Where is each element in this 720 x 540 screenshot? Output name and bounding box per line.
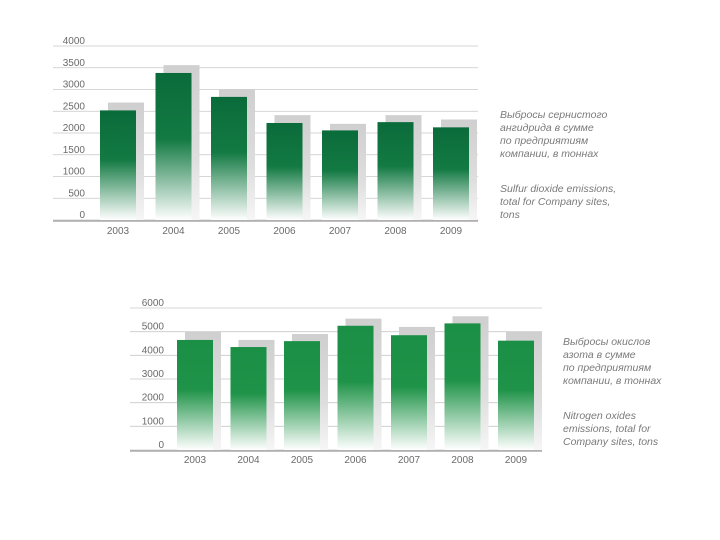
nox-caption-en: Nitrogen oxides emissions, total for Com… bbox=[563, 410, 659, 448]
so2-bar bbox=[100, 110, 136, 220]
nox-bar bbox=[284, 341, 320, 450]
so2-caption-ru: Выбросы сернистого ангидрида в сумме по … bbox=[500, 109, 608, 160]
so2-ytick-label: 1000 bbox=[63, 167, 86, 178]
nox-xtick-label: 2004 bbox=[237, 455, 260, 466]
so2-xtick-label: 2008 bbox=[384, 226, 407, 237]
nox-ytick-label: 0 bbox=[158, 440, 164, 451]
so2-ytick-label: 2000 bbox=[63, 123, 86, 134]
nox-ytick-label: 6000 bbox=[142, 298, 165, 309]
nox-ytick-label: 3000 bbox=[142, 369, 165, 380]
nox-bar bbox=[177, 339, 213, 450]
nox-xtick-label: 2005 bbox=[291, 455, 314, 466]
so2-bar bbox=[266, 122, 303, 220]
nox-bar bbox=[444, 323, 481, 450]
so2-bar bbox=[322, 130, 358, 220]
so2-ytick-label: 3500 bbox=[63, 58, 86, 69]
so2-ytick-label: 1500 bbox=[63, 145, 86, 156]
nox-bar bbox=[391, 335, 427, 450]
nox-ytick-label: 4000 bbox=[142, 345, 165, 356]
so2-bar bbox=[155, 72, 192, 220]
nox-xtick-label: 2007 bbox=[398, 455, 421, 466]
so2-ytick-label: 500 bbox=[68, 188, 85, 199]
so2-xtick-label: 2003 bbox=[107, 226, 130, 237]
so2-ytick-label: 2500 bbox=[63, 101, 86, 112]
nox-bar bbox=[230, 347, 267, 450]
nox-xtick-label: 2006 bbox=[344, 455, 367, 466]
nox-xtick-label: 2008 bbox=[451, 455, 474, 466]
so2-ytick-label: 0 bbox=[79, 210, 85, 221]
nox-xtick-label: 2009 bbox=[505, 455, 528, 466]
nox-bar bbox=[498, 340, 534, 450]
so2-bar bbox=[211, 96, 247, 220]
nox-ytick-label: 2000 bbox=[142, 393, 165, 404]
nox-xtick-label: 2003 bbox=[184, 455, 207, 466]
so2-caption-en: Sulfur dioxide emissions, total for Comp… bbox=[500, 183, 617, 221]
so2-bar bbox=[433, 127, 469, 220]
so2-ytick-label: 3000 bbox=[63, 80, 86, 91]
nox-bar bbox=[337, 325, 374, 450]
so2-ytick-label: 4000 bbox=[63, 36, 86, 47]
so2-xtick-label: 2004 bbox=[162, 226, 185, 237]
so2-xtick-label: 2009 bbox=[440, 226, 463, 237]
so2-xtick-label: 2006 bbox=[273, 226, 296, 237]
so2-xtick-label: 2005 bbox=[218, 226, 241, 237]
nox-ytick-label: 1000 bbox=[142, 416, 165, 427]
so2-xtick-label: 2007 bbox=[329, 226, 352, 237]
nox-ytick-label: 5000 bbox=[142, 322, 165, 333]
nox-caption-ru: Выбросы окислов азота в сумме по предпри… bbox=[563, 336, 662, 387]
so2-bar bbox=[377, 122, 414, 220]
